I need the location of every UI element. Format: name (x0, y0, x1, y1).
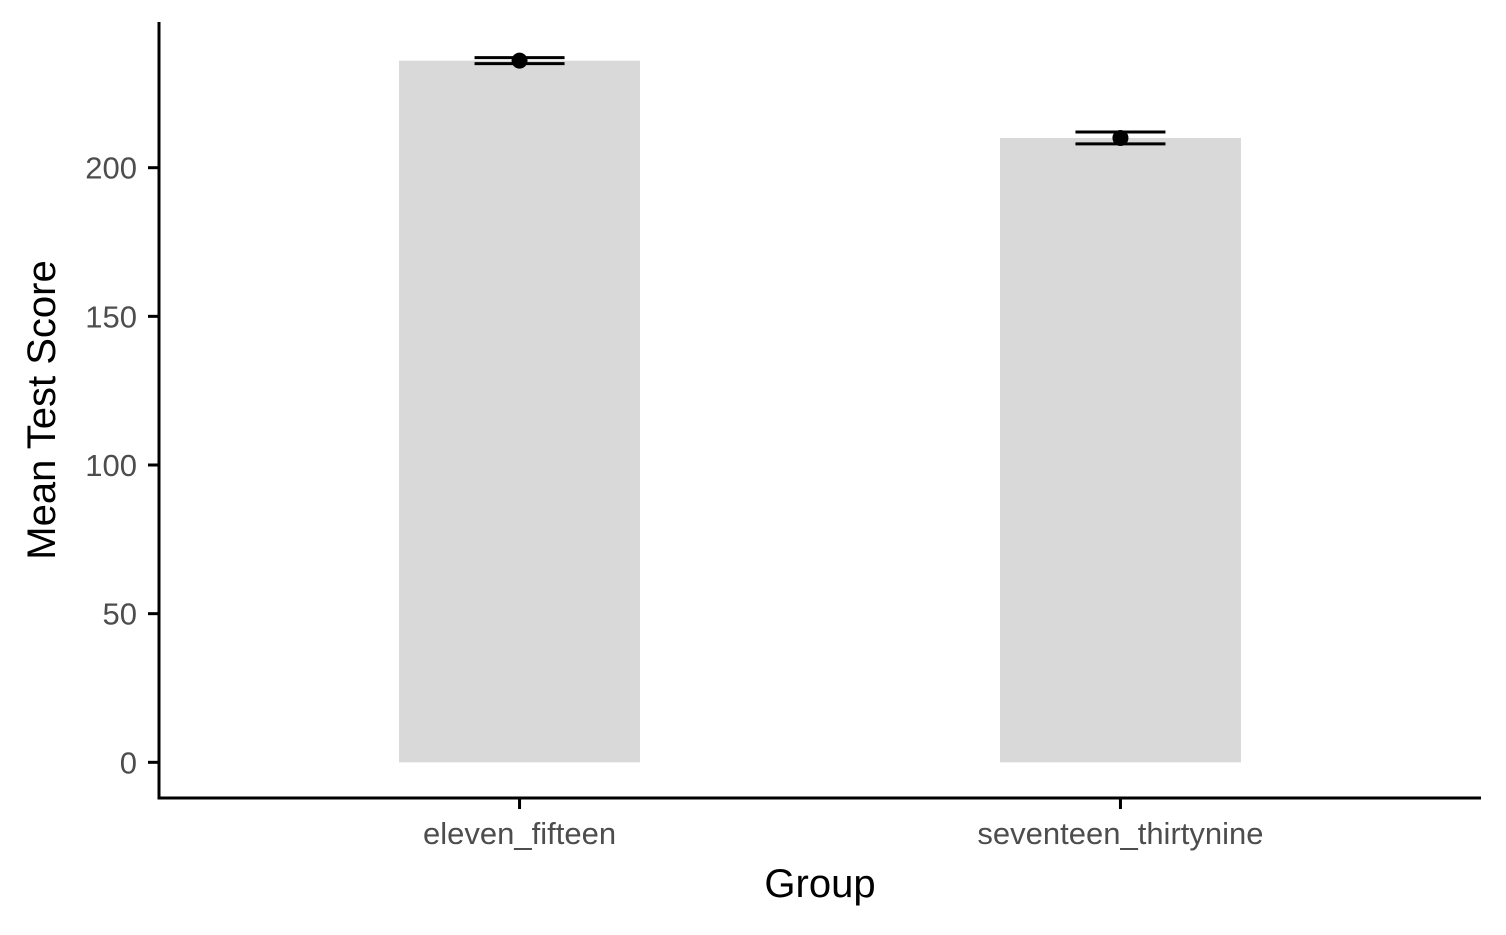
mean-point-seventeen_thirtynine (1112, 129, 1129, 146)
axes-layer (157, 22, 1481, 800)
x-axis-title: Group (764, 862, 875, 906)
x-tick-label-seventeen_thirtynine: seventeen_thirtynine (977, 816, 1263, 851)
y-tick-label: 100 (85, 448, 137, 483)
bar-eleven_fifteen (399, 60, 641, 763)
y-tick-label: 150 (85, 299, 137, 334)
error-bars-layer (474, 52, 1166, 146)
x-tick-label-eleven_fifteen: eleven_fifteen (423, 816, 616, 851)
bars-layer (399, 60, 1241, 763)
y-ticks-layer: 0 50 100 150 200 (85, 151, 159, 780)
y-tick-label: 0 (120, 745, 137, 780)
y-axis-title: Mean Test Score (20, 260, 64, 559)
bar-seventeen_thirtynine (999, 137, 1241, 763)
mean-point-eleven_fifteen (511, 52, 528, 69)
x-ticks-layer: eleven_fifteen seventeen_thirtynine (423, 798, 1264, 851)
y-tick-label: 200 (85, 151, 137, 186)
y-tick-label: 50 (103, 597, 137, 632)
